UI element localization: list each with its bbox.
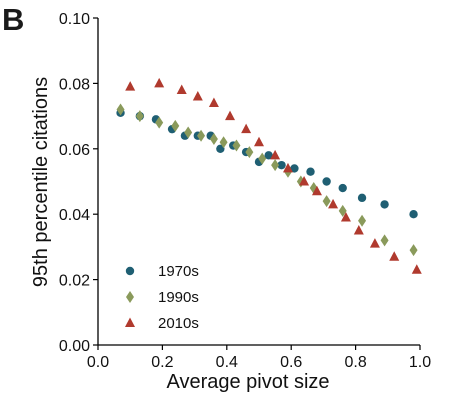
legend-label-2010s: 2010s (158, 315, 199, 332)
x-tick-label: 0.2 (151, 354, 173, 371)
data-point-2010s (154, 77, 165, 88)
data-point-2010s (328, 198, 339, 209)
data-point-1990s (380, 234, 389, 247)
data-point-2010s (192, 90, 203, 101)
data-point-1970s (277, 160, 286, 170)
data-point-1990s (219, 136, 228, 149)
panel-label: B (2, 2, 24, 37)
legend-marker-1970s (125, 266, 135, 276)
x-tick-label: 0.6 (280, 354, 302, 371)
y-axis-title: 95th percentile citations (30, 77, 52, 287)
y-tick-label: 0.04 (59, 207, 90, 224)
data-points (116, 77, 422, 274)
data-point-2010s (176, 84, 187, 94)
data-point-2010s (282, 162, 293, 173)
data-point-1990s (322, 195, 331, 208)
data-point-1990s (116, 103, 125, 116)
data-point-1990s (184, 126, 193, 139)
series-1970s (116, 108, 418, 219)
data-point-1990s (358, 214, 367, 227)
data-point-1990s (197, 129, 206, 142)
legend-label-1990s: 1990s (158, 289, 199, 306)
axes (97, 18, 420, 346)
data-point-2010s (299, 176, 310, 186)
data-point-1990s (245, 146, 254, 159)
data-point-2010s (369, 238, 380, 248)
data-point-1970s (357, 193, 367, 203)
legend: 1970s 1990s 2010s (125, 263, 199, 332)
data-point-2010s (241, 123, 252, 134)
data-point-2010s (353, 225, 364, 235)
data-point-1990s (135, 110, 144, 123)
series-2010s (125, 77, 422, 274)
data-point-1990s (409, 244, 418, 257)
data-point-1970s (216, 144, 225, 153)
x-tick-label: 0.0 (87, 354, 109, 371)
y-tick-label: 0.06 (59, 142, 90, 159)
data-point-1970s (264, 151, 273, 160)
series-1990s (116, 103, 418, 257)
y-tick-label: 0.02 (59, 273, 90, 290)
x-axis-title: Average pivot size (166, 371, 329, 393)
y-tick-label: 0.10 (59, 11, 90, 28)
data-point-2010s (389, 251, 400, 261)
data-point-1990s (155, 116, 164, 129)
legend-marker-1990s (126, 291, 134, 303)
data-point-1990s (232, 139, 241, 152)
data-point-2010s (340, 211, 351, 222)
y-tick-label: 0.08 (59, 76, 90, 93)
data-point-1990s (258, 152, 267, 165)
x-tick-label: 1.0 (409, 354, 431, 371)
legend-label-1970s: 1970s (158, 263, 199, 280)
data-point-2010s (208, 97, 219, 108)
data-point-2010s (254, 136, 264, 147)
data-point-2010s (225, 110, 236, 121)
data-point-1990s (209, 132, 218, 145)
data-point-1970s (290, 164, 299, 173)
data-point-1970s (409, 210, 418, 219)
data-point-1970s (322, 177, 331, 186)
legend-marker-2010s (125, 317, 135, 327)
y-tick-label: 0.00 (59, 338, 90, 355)
data-point-2010s (311, 185, 322, 196)
data-point-1970s (306, 167, 315, 176)
data-point-1970s (338, 183, 347, 193)
data-point-2010s (125, 81, 136, 91)
data-point-1990s (171, 119, 180, 132)
data-point-2010s (411, 264, 422, 274)
ticks: 0.0 0.2 0.4 0.6 0.8 1.0 0.00 0.02 0.04 0.06 0.08 0.… (59, 11, 431, 371)
data-point-1990s (338, 204, 347, 217)
data-point-1970s (380, 200, 389, 209)
x-tick-label: 0.8 (344, 354, 366, 371)
x-tick-label: 0.4 (216, 354, 238, 371)
data-point-2010s (270, 149, 281, 160)
data-point-1990s (271, 159, 280, 172)
